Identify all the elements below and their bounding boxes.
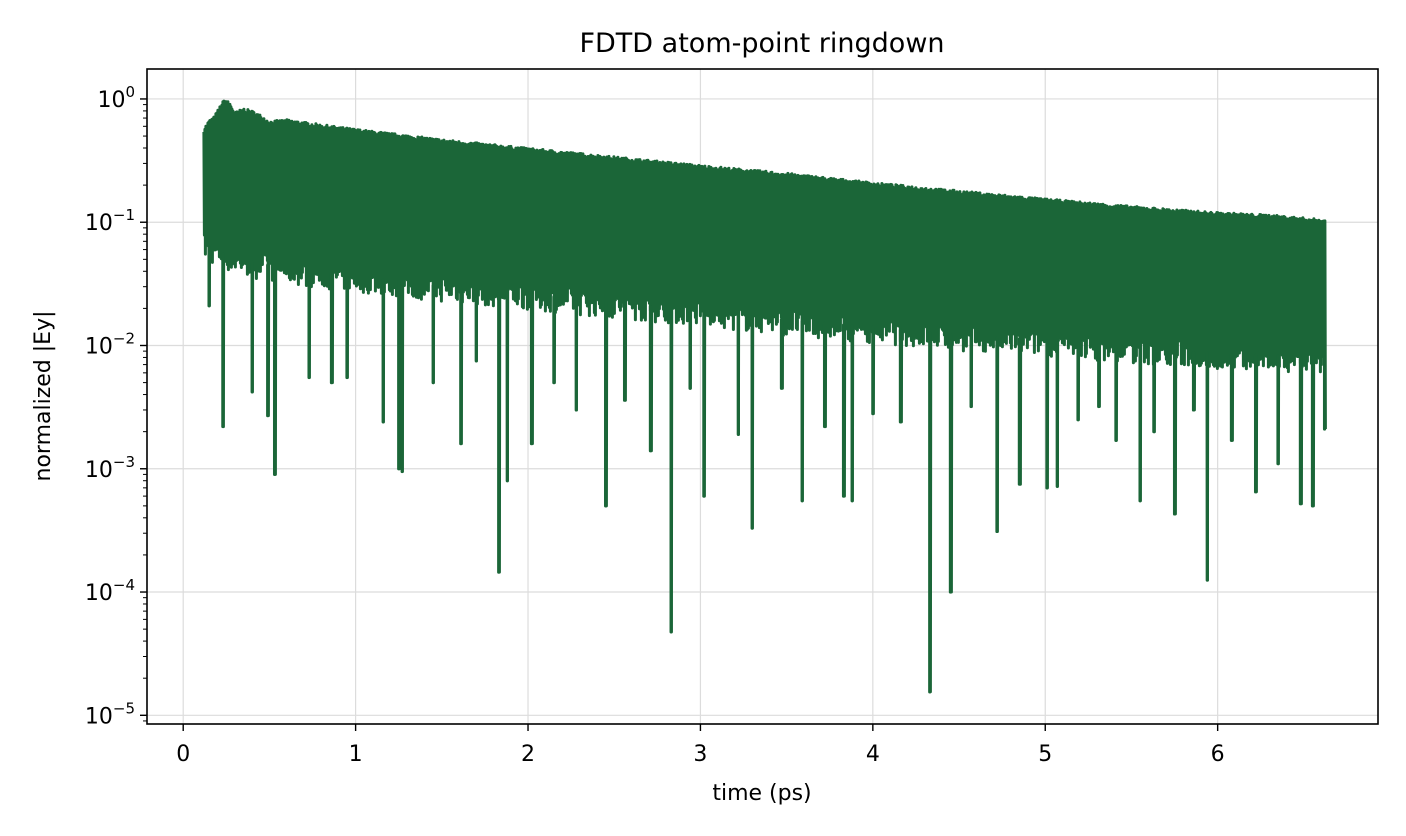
x-axis-label: time (ps) <box>712 781 811 806</box>
x-tick-label: 0 <box>176 742 190 767</box>
y-tick-label: 10−4 <box>85 576 135 606</box>
y-tick-label: 10−1 <box>85 206 135 236</box>
axes-frame <box>146 68 1379 725</box>
x-tick-label: 3 <box>693 742 707 767</box>
x-tick-label: 4 <box>866 742 880 767</box>
x-tick-label: 5 <box>1038 742 1052 767</box>
y-tick-label: 10−3 <box>85 453 135 483</box>
y-tick-label: 100 <box>97 83 135 113</box>
chart-title: FDTD atom-point ringdown <box>579 28 944 59</box>
y-axis-label: normalized |Ey| <box>31 311 56 482</box>
x-tick-label: 6 <box>1211 742 1225 767</box>
plot-area <box>202 99 1327 694</box>
y-tick-label: 10−2 <box>85 329 135 359</box>
y-tick-label: 10−5 <box>85 699 135 729</box>
x-tick-label: 2 <box>521 742 535 767</box>
ticks: 0 1 2 3 4 5 6 10−5 10−4 10−3 10−2 10−1 100 <box>85 83 1225 767</box>
x-tick-label: 1 <box>349 742 363 767</box>
ringdown-line <box>202 99 1327 694</box>
